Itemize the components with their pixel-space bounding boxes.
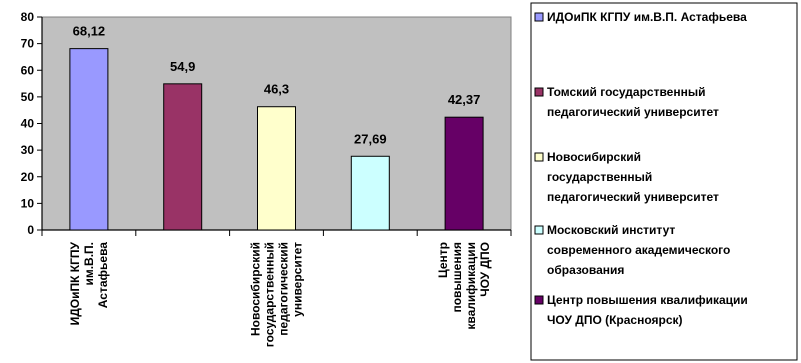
- legend-box: [530, 2, 798, 361]
- data-label: 46,3: [264, 82, 289, 97]
- x-tick-label-group: Центр повышения квалификации ЧОУ ДПО: [436, 242, 492, 330]
- y-tick-label: 80: [21, 10, 35, 24]
- legend-label: Московский институт: [547, 223, 675, 237]
- x-tick-label: государственный: [263, 242, 277, 347]
- legend-label: ЧОУ ДПО (Красноярск): [547, 313, 683, 327]
- x-tick-label: педагогический: [277, 242, 291, 336]
- y-tick-label: 0: [27, 223, 34, 237]
- legend-swatch: [534, 87, 544, 97]
- bar: [163, 83, 203, 231]
- x-tick-label: Астафьева: [96, 242, 110, 309]
- legend-swatch: [534, 152, 544, 162]
- x-tick-label: ЧОУ ДПО: [478, 242, 492, 297]
- x-tick-label: им.В.П.: [82, 242, 96, 286]
- x-tick-label: квалификации: [464, 242, 478, 330]
- x-tick-label: повышения: [450, 242, 464, 313]
- data-label: 42,37: [448, 92, 481, 107]
- y-tick-label: 40: [21, 117, 35, 131]
- x-tick-label: ИДОиПК КГПУ: [68, 241, 82, 325]
- legend-label: педагогический университет: [547, 190, 719, 204]
- legend-label: ИДОиПК КГПУ им.В.П. Астафьева: [547, 10, 747, 24]
- data-label: 68,12: [73, 24, 106, 39]
- x-tick-label: Центр: [436, 242, 450, 278]
- y-tick-label: 50: [21, 90, 35, 104]
- data-label: 27,69: [354, 131, 387, 146]
- y-tick-label: 10: [21, 196, 35, 210]
- bar: [350, 155, 390, 231]
- x-tick-label: университет: [291, 242, 305, 317]
- y-tick-label: 20: [21, 170, 35, 184]
- legend-swatch: [534, 12, 544, 22]
- legend-label: Новосибирский: [547, 150, 641, 164]
- legend-label: педагогический университет: [547, 105, 719, 119]
- y-tick-label: 70: [21, 37, 35, 51]
- bar: [444, 116, 484, 231]
- y-tick-label: 30: [21, 143, 35, 157]
- x-tick-label: Новосибирский: [249, 242, 263, 336]
- legend-label: Томский государственный: [547, 85, 705, 99]
- data-label: 54,9: [170, 59, 195, 74]
- x-tick-label-group: ИДОиПК КГПУ им.В.П. Астафьева: [68, 241, 110, 325]
- x-tick-label-group: Новосибирский государственный педагогическ…: [249, 242, 305, 347]
- legend-label: Центр повышения квалификации: [547, 293, 748, 307]
- y-tick-label: 60: [21, 63, 35, 77]
- bar: [257, 106, 296, 231]
- legend-label: государственный: [547, 170, 652, 184]
- bar: [69, 48, 109, 231]
- legend-swatch: [534, 225, 544, 235]
- legend-label: образования: [547, 263, 624, 277]
- legend-label: современного академического: [547, 243, 730, 257]
- legend-swatch: [534, 295, 544, 305]
